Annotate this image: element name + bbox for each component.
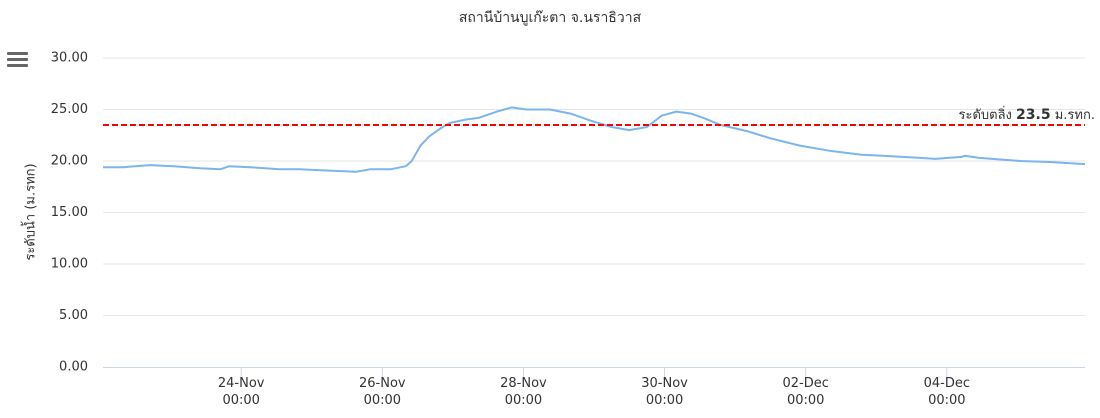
x-tick-label: 28-Nov 00:00	[500, 376, 547, 408]
y-tick-label: 5.00	[59, 308, 88, 323]
chart-title: สถานีบ้านบูเก๊ะตา จ.นราธิวาส	[459, 10, 642, 26]
y-tick-label: 20.00	[51, 154, 88, 169]
menu-bar[interactable]	[7, 58, 28, 61]
x-tick-label: 04-Dec 00:00	[923, 376, 970, 408]
y-tick-label: 15.00	[51, 205, 88, 220]
threshold-label-text: ระดับตลิ่ง	[958, 105, 1011, 122]
menu-bar[interactable]	[7, 64, 28, 67]
y-axis-title: ระดับน้ำ (ม.รทก)	[21, 163, 39, 260]
line-series	[103, 106, 1086, 173]
y-tick-label: 30.00	[51, 51, 88, 66]
y-tick-label: 25.00	[51, 102, 88, 117]
threshold-unit: ม.รทก.	[1055, 107, 1095, 122]
threshold-label: ระดับตลิ่ง 23.5 ม.รทก.	[958, 105, 1095, 123]
x-tick-label: 02-Dec 00:00	[782, 376, 829, 408]
menu-bar[interactable]	[7, 52, 28, 55]
y-tick-label: 10.00	[51, 257, 88, 272]
menu-button[interactable]	[7, 52, 28, 67]
x-tick-label: 30-Nov 00:00	[641, 376, 688, 408]
y-tick-label: 0.00	[59, 360, 88, 375]
x-tick-label: 24-Nov 00:00	[217, 376, 265, 408]
threshold-value: 23.5	[1016, 107, 1051, 123]
x-tick-label: 26-Nov 00:00	[358, 376, 406, 408]
